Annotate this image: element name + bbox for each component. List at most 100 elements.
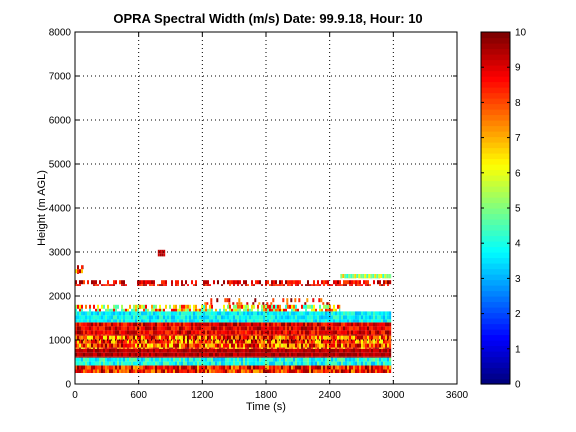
heatmap-cell: [109, 319, 111, 323]
heatmap-cell: [101, 361, 103, 366]
heatmap-cell: [303, 347, 305, 349]
heatmap-cell: [253, 319, 255, 323]
heatmap-cell: [211, 311, 213, 316]
heatmap-cell: [335, 347, 337, 349]
heatmap-cell: [97, 357, 99, 362]
heatmap-cell: [249, 369, 251, 373]
heatmap-cell: [81, 347, 83, 349]
heatmap-cell: [149, 326, 151, 331]
heatmap-cell: [215, 365, 217, 370]
heatmap-cell: [370, 274, 373, 278]
heatmap-cell: [117, 352, 119, 357]
colorbar-segment: [481, 340, 510, 347]
x-tick-label: 1200: [191, 390, 214, 401]
heatmap-cell: [121, 343, 123, 348]
heatmap-cell: [363, 361, 365, 366]
heatmap-cell: [281, 361, 283, 366]
heatmap-cell: [127, 330, 129, 335]
heatmap-cell: [255, 330, 257, 335]
heatmap-cell: [357, 361, 359, 366]
heatmap-cell: [339, 343, 341, 348]
heatmap-cell: [267, 339, 269, 344]
heatmap-cell: [231, 315, 233, 320]
heatmap-cell: [157, 330, 159, 335]
heatmap-cell: [349, 334, 351, 336]
heatmap-cell: [343, 322, 345, 327]
heatmap-cell: [379, 356, 381, 358]
heatmap-cell: [389, 335, 391, 340]
heatmap-cell: [271, 304, 273, 309]
heatmap-cell: [293, 304, 295, 309]
heatmap-cell: [111, 335, 113, 340]
heatmap-cell: [227, 343, 229, 348]
heatmap-cell: [115, 319, 117, 323]
heatmap-cell: [263, 356, 265, 358]
heatmap-cell: [113, 361, 115, 366]
heatmap-cell: [161, 334, 163, 336]
heatmap-cell: [123, 339, 125, 344]
heatmap-cell: [355, 352, 357, 357]
heatmap-cell: [283, 319, 285, 323]
heatmap-cell: [111, 330, 113, 335]
heatmap-cell: [293, 280, 295, 285]
heatmap-cell: [109, 311, 111, 316]
heatmap-cell: [197, 311, 199, 316]
heatmap-cell: [367, 319, 369, 323]
heatmap-cell: [233, 330, 235, 335]
heatmap-cell: [79, 339, 81, 344]
heatmap-cell: [145, 361, 147, 366]
heatmap-cell: [137, 319, 139, 323]
heatmap-cell: [301, 343, 303, 348]
heatmap-cell: [383, 322, 385, 327]
heatmap-cell: [377, 315, 379, 320]
heatmap-cell: [103, 322, 105, 327]
heatmap-cell: [199, 315, 201, 320]
heatmap-cell: [79, 347, 81, 349]
heatmap-cell: [313, 311, 315, 316]
heatmap-cell: [263, 322, 265, 327]
heatmap-cell: [149, 315, 151, 320]
heatmap-cell: [105, 347, 107, 349]
heatmap-cell: [151, 361, 153, 366]
heatmap-cell: [303, 357, 305, 362]
heatmap-cell: [93, 347, 95, 349]
heatmap-cell: [129, 311, 131, 316]
heatmap-cell: [359, 315, 361, 320]
colorbar-segment: [481, 120, 510, 127]
heatmap-cell: [159, 343, 161, 348]
heatmap-cell: [127, 352, 129, 357]
heatmap-cell: [369, 335, 371, 340]
heatmap-cell: [149, 343, 151, 348]
heatmap-cell: [229, 339, 231, 344]
heatmap-cell: [247, 347, 249, 349]
heatmap-cell: [269, 308, 271, 312]
heatmap-cell: [137, 357, 139, 362]
heatmap-cell: [375, 369, 377, 373]
heatmap-cell: [233, 343, 235, 348]
heatmap-cell: [137, 347, 139, 349]
heatmap-cell: [195, 280, 197, 285]
heatmap-cell: [311, 284, 313, 286]
heatmap-cell: [183, 319, 185, 323]
heatmap-cell: [227, 335, 229, 340]
heatmap-cell: [345, 343, 347, 348]
heatmap-cell: [147, 326, 149, 331]
heatmap-cell: [137, 284, 139, 286]
heatmap-cell: [151, 319, 153, 323]
heatmap-cell: [83, 280, 85, 285]
heatmap-cell: [225, 315, 227, 320]
heatmap-cell: [233, 304, 235, 309]
heatmap-cell: [219, 311, 221, 316]
heatmap-cell: [279, 369, 281, 373]
heatmap-cell: [335, 326, 337, 331]
heatmap-cell: [373, 280, 375, 285]
heatmap-cell: [105, 357, 107, 362]
colorbar-segment: [481, 114, 510, 121]
heatmap-cell: [359, 322, 361, 327]
heatmap-cell: [251, 352, 253, 357]
heatmap-cell: [387, 322, 389, 327]
heatmap-cell: [145, 356, 147, 358]
heatmap-cell: [343, 326, 345, 331]
heatmap-cell: [191, 326, 193, 331]
heatmap-cell: [213, 357, 215, 362]
